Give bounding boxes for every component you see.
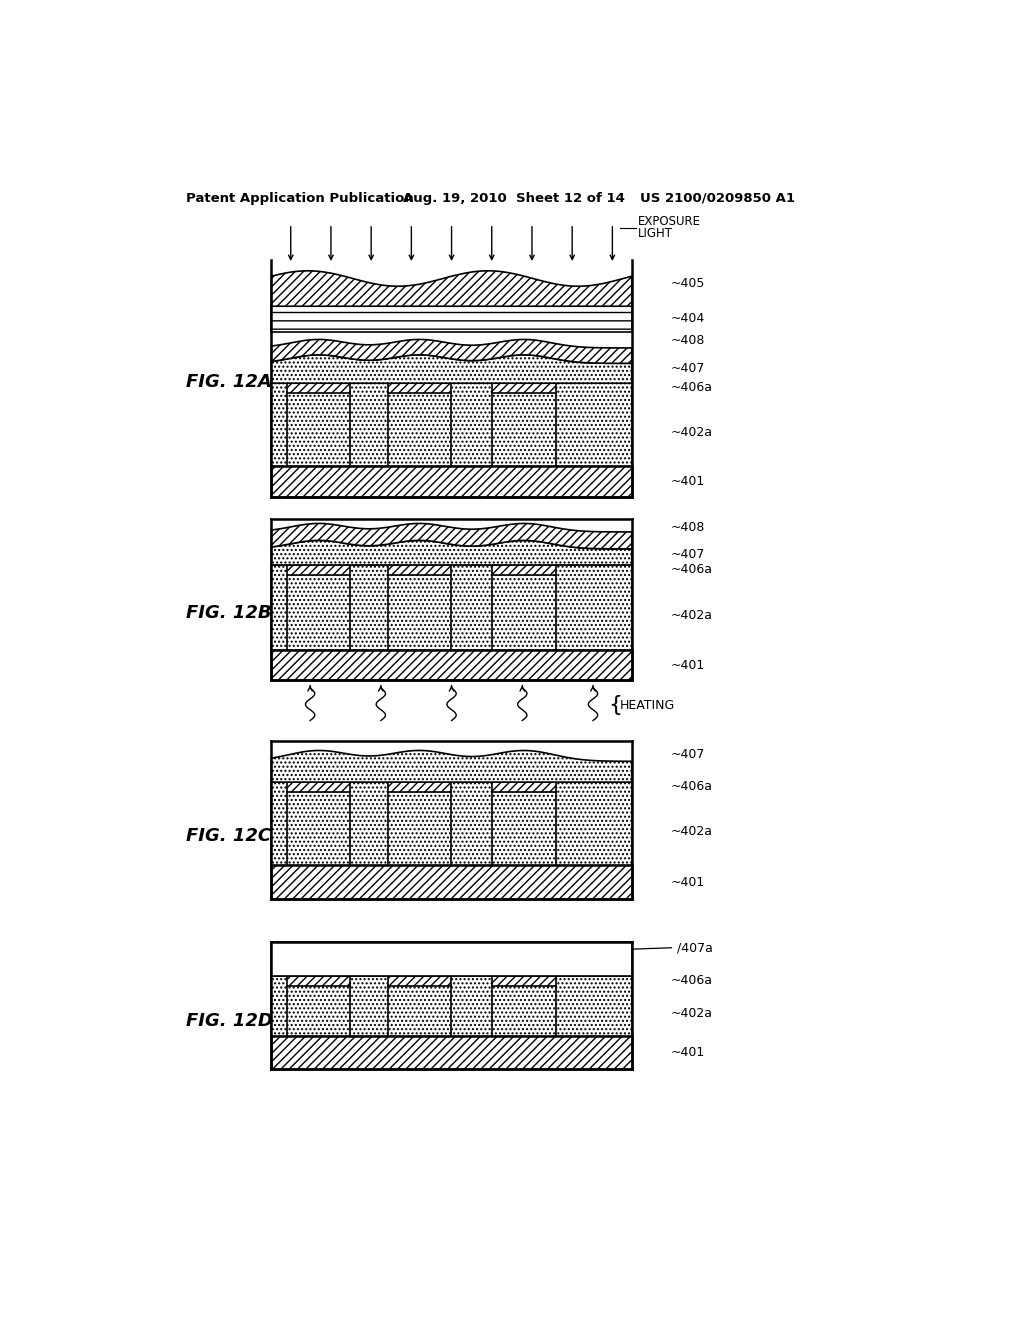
Text: ~401: ~401	[671, 1045, 705, 1059]
Text: ~402a: ~402a	[671, 1007, 713, 1020]
Text: LIGHT: LIGHT	[638, 227, 673, 240]
Bar	[287, 977, 350, 986]
Bar	[287, 383, 350, 393]
Polygon shape	[271, 524, 632, 549]
Bar	[271, 649, 632, 681]
Text: ~406a: ~406a	[671, 564, 713, 576]
Bar	[271, 565, 632, 649]
Bar	[493, 565, 556, 576]
Text: ~406a: ~406a	[671, 780, 713, 793]
Text: ~405: ~405	[671, 277, 705, 289]
Bar	[271, 781, 632, 866]
Bar	[271, 466, 632, 498]
Bar	[271, 306, 632, 331]
Text: ~407: ~407	[671, 548, 705, 561]
Polygon shape	[271, 271, 632, 306]
Text: ~401: ~401	[671, 875, 705, 888]
Bar	[388, 383, 452, 393]
Text: /407a: /407a	[677, 941, 713, 954]
Text: ~401: ~401	[671, 659, 705, 672]
Bar	[271, 383, 632, 466]
Bar	[388, 565, 452, 576]
Bar	[271, 866, 632, 899]
Text: ~408: ~408	[671, 520, 705, 533]
Text: ~407: ~407	[671, 748, 705, 760]
Text: ~402a: ~402a	[671, 825, 713, 838]
Text: ~406a: ~406a	[671, 974, 713, 987]
Text: ~407: ~407	[671, 362, 705, 375]
Bar	[287, 565, 350, 576]
Text: US 2100/0209850 A1: US 2100/0209850 A1	[640, 191, 795, 205]
Text: EXPOSURE: EXPOSURE	[638, 215, 701, 228]
Text: ~402a: ~402a	[671, 609, 713, 622]
Polygon shape	[271, 339, 632, 363]
Polygon shape	[271, 751, 632, 781]
Bar	[287, 781, 350, 792]
Text: ~404: ~404	[671, 312, 705, 325]
Text: Patent Application Publication: Patent Application Publication	[186, 191, 414, 205]
Text: ~401: ~401	[671, 475, 705, 488]
Bar	[388, 977, 452, 986]
Bar	[493, 781, 556, 792]
Text: ~408: ~408	[671, 334, 705, 347]
Text: FIG. 12C: FIG. 12C	[186, 828, 271, 845]
Text: {: {	[608, 696, 623, 715]
Bar	[388, 781, 452, 792]
Polygon shape	[271, 540, 632, 565]
Bar	[271, 1036, 632, 1069]
Polygon shape	[271, 355, 632, 383]
Bar	[271, 977, 632, 1036]
Text: Aug. 19, 2010  Sheet 12 of 14: Aug. 19, 2010 Sheet 12 of 14	[403, 191, 625, 205]
Bar	[493, 977, 556, 986]
Bar	[271, 942, 632, 977]
Text: FIG. 12D: FIG. 12D	[186, 1012, 273, 1030]
Text: ~406a: ~406a	[671, 381, 713, 395]
Text: FIG. 12A: FIG. 12A	[186, 372, 272, 391]
Text: ~402a: ~402a	[671, 426, 713, 440]
Bar	[493, 383, 556, 393]
Text: FIG. 12B: FIG. 12B	[186, 603, 271, 622]
Text: HEATING: HEATING	[621, 698, 676, 711]
